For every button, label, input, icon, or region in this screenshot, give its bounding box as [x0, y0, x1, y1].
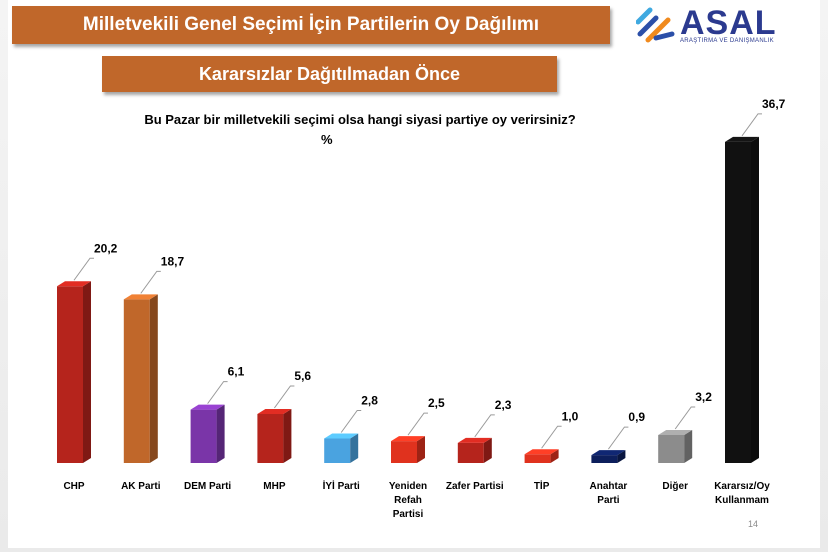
bar — [524, 454, 551, 463]
category-label: Anahtar Parti — [590, 481, 628, 506]
bar-side — [550, 449, 559, 463]
bar-group: 36,7 Kararsız/Oy Kullanmam — [714, 97, 785, 506]
leader-line — [340, 410, 362, 433]
leader-line — [474, 414, 495, 438]
leader-line — [674, 406, 696, 430]
leader-line — [140, 270, 161, 294]
bar-side — [83, 281, 91, 463]
bar-side — [483, 437, 492, 463]
bar-side — [149, 294, 158, 463]
category-label: Zafer Partisi — [446, 481, 504, 492]
page-title: Milletvekili Genel Seçimi İçin Partileri… — [82, 14, 540, 35]
leader-line — [407, 412, 428, 436]
category-label: AK Parti — [121, 481, 161, 492]
bar-top — [190, 404, 225, 410]
logo-tagline: ARAŞTIRMA VE DANIŞMANLIK — [680, 38, 774, 44]
leader-line — [607, 426, 629, 450]
leader-line — [541, 425, 562, 449]
logo-name: ASAL — [680, 4, 777, 42]
bar — [257, 414, 284, 463]
value-label: 36,7 — [762, 97, 786, 111]
bar-side — [684, 430, 693, 463]
value-label: 2,5 — [428, 396, 445, 410]
bar-top — [591, 450, 626, 456]
bar — [457, 442, 484, 463]
value-label: 3,2 — [695, 390, 712, 404]
asal-logo-icon — [636, 7, 675, 43]
value-label: 2,3 — [495, 398, 512, 412]
value-label: 1,0 — [562, 409, 579, 423]
bar-top — [123, 294, 158, 300]
value-label: 18,7 — [161, 254, 185, 268]
category-label: İYİ Parti — [323, 479, 360, 492]
bar — [725, 141, 751, 463]
bar-side — [617, 450, 626, 463]
page-number: 14 — [748, 519, 759, 529]
bar-top — [257, 409, 292, 414]
leader-line — [73, 257, 94, 281]
bar-group: 20,2 CHP — [57, 241, 118, 492]
survey-question: Bu Pazar bir milletvekili seçimi olsa ha… — [144, 112, 576, 127]
bar-top — [658, 430, 693, 435]
title-banner: Milletvekili Genel Seçimi İçin Partileri… — [12, 6, 610, 44]
value-label: 2,8 — [361, 394, 378, 408]
bar-side — [350, 433, 359, 463]
bar — [57, 286, 83, 463]
leader-line — [207, 381, 228, 404]
subtitle-banner: Kararsızlar Dağıtılmadan Önce — [102, 56, 557, 92]
category-label: Kararsız/Oy Kullanmam — [714, 481, 770, 506]
bar — [190, 409, 217, 463]
value-label: 5,6 — [294, 369, 311, 383]
bar-group: 6,1 DEM Parti — [184, 365, 245, 492]
bar-top — [725, 136, 759, 142]
bar — [324, 438, 351, 463]
category-label: Diğer — [662, 481, 688, 492]
bar-top — [391, 436, 425, 442]
bar-top — [57, 281, 91, 287]
bar-side — [417, 436, 425, 463]
bar-group: 2,8 İYİ Parti — [323, 394, 379, 493]
page-subtitle: Kararsızlar Dağıtılmadan Önce — [198, 63, 461, 84]
bar-group: 3,2 Diğer — [658, 390, 712, 492]
bar — [591, 455, 618, 463]
value-label: 20,2 — [94, 241, 118, 255]
category-label: MHP — [263, 481, 286, 492]
bar-side — [283, 409, 292, 463]
bar — [391, 441, 417, 463]
bar-top — [324, 433, 359, 439]
bar — [658, 435, 685, 463]
category-label: DEM Parti — [184, 481, 231, 492]
bar — [123, 299, 150, 463]
bar-group: 1,0 TİP — [524, 409, 579, 492]
bar-group: 18,7 AK Parti — [121, 254, 184, 492]
bar-group: 2,5 Yeniden Refah Partisi — [389, 396, 445, 520]
bar-top — [524, 449, 559, 455]
bar-group: 5,6 MHP — [257, 369, 311, 492]
leader-line — [741, 113, 762, 137]
value-label: 0,9 — [628, 410, 645, 424]
value-label: 6,1 — [228, 365, 245, 379]
bar-side — [751, 136, 759, 463]
category-label: TİP — [534, 479, 550, 492]
leader-line — [273, 385, 295, 409]
category-label: Yeniden Refah Partisi — [389, 481, 427, 520]
category-label: CHP — [63, 481, 84, 492]
bar-group: 0,9 Anahtar Parti — [590, 410, 646, 506]
bar-side — [216, 404, 225, 463]
bar-group: 2,3 Zafer Partisi — [446, 398, 512, 492]
unit-label: % — [321, 132, 333, 147]
bar-top — [457, 437, 492, 443]
